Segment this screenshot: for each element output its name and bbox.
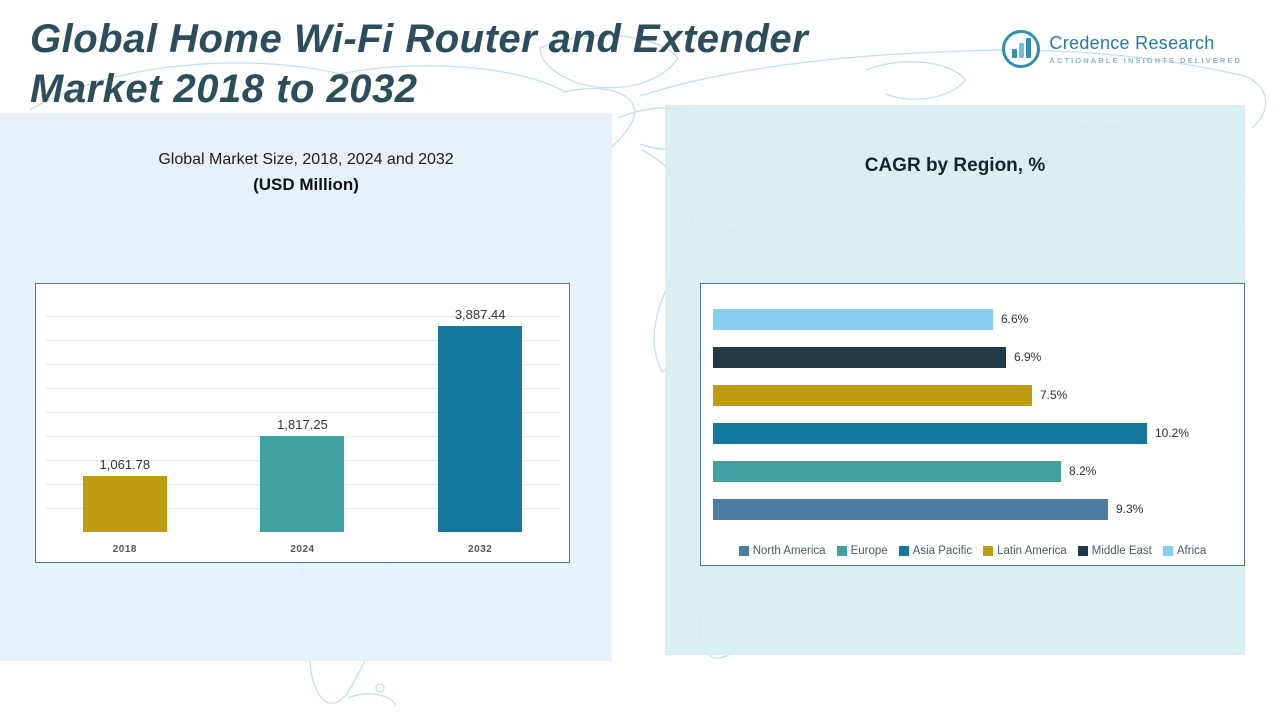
- cagr-legend: North America Europe Asia Pacific Latin Ame…: [701, 545, 1244, 557]
- category-label: 2024: [290, 544, 315, 555]
- cagr-rows: 6.6% 6.9% 7.5% 10.2% 8.2% 9.3%: [713, 300, 1234, 528]
- bar-value-label: 7.5%: [1040, 388, 1068, 402]
- cagr-panel: CAGR by Region, % 6.6% 6.9% 7.5% 10.2% 8.2% 9…: [665, 105, 1245, 655]
- legend-swatch: [983, 546, 994, 556]
- legend-item: Asia Pacific: [898, 545, 973, 557]
- bar-value-label: 1,817.25: [277, 417, 328, 432]
- legend-label: Middle East: [1091, 545, 1152, 557]
- legend-label: Asia Pacific: [912, 545, 973, 557]
- page-title-line2: Market 2018 to 2032: [30, 67, 418, 111]
- cagr-bar-row: 8.2%: [713, 452, 1234, 490]
- legend-label: Europe: [850, 545, 888, 557]
- cagr-bar-row: 10.2%: [713, 414, 1234, 452]
- bar-value-label: 3,887.44: [454, 307, 506, 322]
- bar-north-america: [713, 498, 1108, 520]
- market-size-bar-group: 3,887.44: [392, 307, 568, 532]
- cagr-bar-row: 6.9%: [713, 338, 1234, 376]
- market-size-bar-group: 1,061.78: [37, 457, 213, 532]
- bar-middle-east: [713, 346, 1006, 368]
- market-size-panel: Global Market Size, 2018, 2024 and 2032 …: [0, 113, 612, 661]
- legend-item: Africa: [1162, 545, 1207, 557]
- market-size-chart: 1,061.78 1,817.25 3,887.44 2018 2024 2032: [35, 283, 570, 563]
- legend-item: Latin America: [983, 545, 1067, 557]
- legend-swatch: [898, 546, 909, 556]
- legend-item: North America: [738, 545, 826, 557]
- cagr-bar-row: 6.6%: [713, 300, 1234, 338]
- page-title-line1: Global Home Wi-Fi Router and Extender: [30, 17, 809, 61]
- cagr-chart: 6.6% 6.9% 7.5% 10.2% 8.2% 9.3% North America E…: [700, 283, 1245, 566]
- bar-2032: [438, 326, 523, 532]
- logo-tagline: Actionable Insights Delivered: [1049, 56, 1242, 65]
- bar-africa: [713, 308, 993, 330]
- bar-value-label: 8.2%: [1069, 464, 1097, 478]
- bar-2024: [260, 436, 345, 532]
- category-label: 2018: [112, 544, 137, 555]
- bar-latin-america: [713, 384, 1032, 406]
- cagr-bar-row: 9.3%: [713, 490, 1234, 528]
- cagr-bar-row: 7.5%: [713, 376, 1234, 414]
- bar-value-label: 1,061.78: [99, 457, 151, 472]
- bar-value-label: 6.6%: [1001, 312, 1029, 326]
- legend-swatch: [1077, 546, 1088, 556]
- market-size-chart-subtitle: (USD Million): [253, 175, 359, 194]
- market-size-bar-group: 1,817.25: [215, 417, 391, 532]
- bar-value-label: 10.2%: [1155, 426, 1190, 440]
- market-size-categories: 2018 2024 2032: [36, 544, 569, 555]
- legend-label: North America: [752, 545, 826, 557]
- legend-item: Middle East: [1077, 545, 1152, 557]
- market-size-chart-title: Global Market Size, 2018, 2024 and 2032: [158, 151, 454, 168]
- category-label: 2032: [468, 544, 493, 555]
- page-title: Global Home Wi-Fi Router and Extender Ma…: [30, 14, 910, 114]
- bar-europe: [713, 460, 1061, 482]
- bar-chart-logo-icon: [1002, 30, 1041, 68]
- credence-research-logo: Credence Research Actionable Insights De…: [1002, 30, 1242, 68]
- cagr-chart-title: CAGR by Region, %: [864, 155, 1046, 176]
- legend-label: Africa: [1176, 545, 1207, 557]
- legend-item: Europe: [836, 545, 888, 557]
- bar-value-label: 9.3%: [1116, 502, 1144, 516]
- bar-asia-pacific: [713, 422, 1147, 444]
- market-size-bars: 1,061.78 1,817.25 3,887.44: [36, 307, 569, 532]
- logo-name: Credence Research: [1049, 33, 1215, 53]
- legend-swatch: [836, 546, 847, 556]
- bar-value-label: 6.9%: [1014, 350, 1042, 364]
- legend-label: Latin America: [997, 545, 1067, 557]
- legend-swatch: [738, 546, 749, 556]
- legend-swatch: [1162, 546, 1173, 556]
- bar-2018: [82, 476, 167, 532]
